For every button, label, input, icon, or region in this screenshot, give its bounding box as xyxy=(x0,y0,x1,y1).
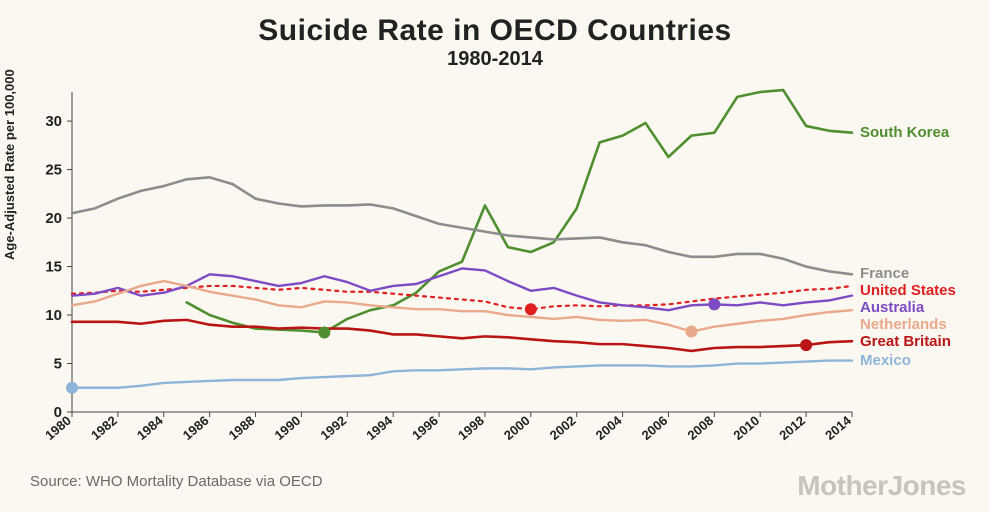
svg-text:15: 15 xyxy=(45,259,62,276)
svg-text:1984: 1984 xyxy=(134,412,166,443)
series-dot-south-korea xyxy=(318,326,330,338)
svg-text:2006: 2006 xyxy=(639,413,671,443)
legend-label-australia: Australia xyxy=(860,299,924,316)
svg-text:2010: 2010 xyxy=(730,413,762,443)
series-dot-mexico xyxy=(66,382,78,394)
svg-text:1982: 1982 xyxy=(88,413,120,443)
series-dot-netherlands xyxy=(685,326,697,338)
svg-text:1992: 1992 xyxy=(317,413,349,443)
legend-label-france: France xyxy=(860,265,909,282)
svg-text:1988: 1988 xyxy=(226,413,258,443)
svg-text:5: 5 xyxy=(54,356,62,373)
legend-label-netherlands: Netherlands xyxy=(860,316,947,333)
series-dot-great-britain xyxy=(800,339,812,351)
legend-label-united-states: United States xyxy=(860,282,956,299)
svg-text:1990: 1990 xyxy=(272,413,304,443)
svg-text:1986: 1986 xyxy=(180,413,212,443)
svg-text:30: 30 xyxy=(45,113,62,130)
svg-text:1980: 1980 xyxy=(42,413,74,443)
svg-text:25: 25 xyxy=(45,162,62,179)
series-dot-united-states xyxy=(525,303,537,315)
source-text: Source: WHO Mortality Database via OECD xyxy=(30,473,323,490)
svg-text:1994: 1994 xyxy=(363,412,395,443)
svg-text:2000: 2000 xyxy=(501,413,533,443)
svg-text:1998: 1998 xyxy=(455,413,487,443)
svg-text:2012: 2012 xyxy=(776,413,808,443)
series-dot-australia xyxy=(708,298,720,310)
legend-label-great-britain: Great Britain xyxy=(860,333,951,350)
svg-text:2008: 2008 xyxy=(684,413,716,443)
series-line-mexico xyxy=(72,361,852,388)
svg-text:2004: 2004 xyxy=(593,412,625,443)
legend-label-mexico: Mexico xyxy=(860,352,911,369)
legend-label-south-korea: South Korea xyxy=(860,124,949,141)
svg-text:1996: 1996 xyxy=(409,413,441,443)
svg-text:20: 20 xyxy=(45,210,62,227)
svg-text:2014: 2014 xyxy=(822,412,854,443)
svg-text:10: 10 xyxy=(45,307,62,324)
svg-text:2002: 2002 xyxy=(547,413,579,443)
line-chart: 0510152025301980198219841986198819901992… xyxy=(0,0,990,512)
brand-logo: MotherJones xyxy=(797,470,966,502)
